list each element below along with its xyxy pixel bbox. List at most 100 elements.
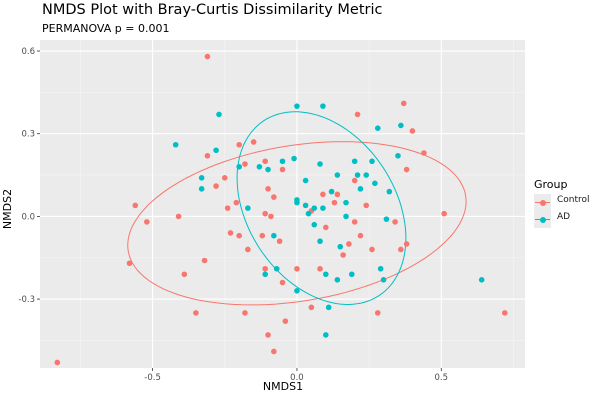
panel-background: [40, 40, 525, 368]
point-ad: [198, 175, 205, 181]
point-control: [363, 202, 370, 209]
legend-key: [534, 194, 551, 211]
point-control: [227, 230, 234, 236]
legend-label: Control: [557, 195, 590, 205]
point-control: [54, 359, 61, 366]
point-control: [400, 100, 407, 107]
point-control: [245, 246, 251, 253]
point-control: [421, 150, 427, 156]
x-axis-label: NMDS1: [263, 380, 303, 393]
ellipse-control: [127, 141, 467, 306]
y-axis-label: NMDS2: [1, 189, 14, 229]
point-control: [144, 219, 150, 225]
point-control: [357, 232, 364, 239]
legend-dot: [539, 216, 546, 223]
point-control: [403, 166, 410, 173]
point-control: [262, 210, 268, 217]
point-control: [276, 238, 283, 245]
point-control: [323, 224, 329, 231]
point-control: [308, 304, 315, 311]
point-control: [250, 139, 257, 145]
point-ad: [291, 155, 297, 162]
point-control: [236, 232, 242, 239]
point-ad: [351, 158, 358, 165]
point-ad: [262, 271, 268, 278]
point-control: [242, 310, 248, 316]
point-control: [398, 246, 404, 253]
plot-panel: [40, 40, 525, 368]
point-ad: [372, 180, 378, 187]
point-control: [201, 257, 208, 264]
point-ad: [294, 103, 300, 109]
point-ad: [337, 243, 344, 250]
point-ad: [305, 210, 312, 217]
point-control: [236, 141, 242, 148]
point-ad: [294, 199, 300, 206]
x-tick-label: 0.5: [435, 373, 449, 383]
point-control: [175, 213, 182, 220]
legend-label: AD: [557, 212, 571, 222]
point-ad: [311, 205, 318, 211]
point-control: [233, 199, 240, 206]
point-ad: [386, 188, 393, 195]
point-control: [501, 310, 508, 316]
point-control: [204, 152, 211, 159]
point-control: [271, 194, 277, 200]
point-control: [279, 166, 286, 173]
point-ad: [271, 232, 277, 239]
chart-title: NMDS Plot with Bray-Curtis Dissimilarity…: [42, 2, 383, 18]
point-ad: [245, 205, 251, 211]
x-tick-label: 0.0: [290, 373, 304, 383]
point-ad: [256, 163, 263, 170]
confidence-ellipses: [127, 111, 467, 306]
legend-item-ad: AD: [534, 211, 600, 228]
point-ad: [213, 147, 219, 154]
point-control: [221, 175, 228, 181]
point-control: [282, 318, 289, 324]
point-control: [320, 191, 326, 198]
point-ad: [236, 163, 242, 170]
point-control: [369, 246, 375, 253]
point-ad: [334, 172, 341, 178]
point-ad: [325, 304, 332, 311]
point-ad: [357, 186, 364, 192]
point-control: [181, 271, 188, 278]
point-ad: [343, 199, 349, 206]
point-ad: [216, 111, 222, 118]
point-ad: [294, 288, 300, 294]
point-ad: [279, 158, 286, 165]
point-control: [126, 260, 133, 267]
point-ad: [320, 103, 326, 109]
y-tick-label: 0.6: [21, 47, 35, 57]
legend-title: Group: [534, 178, 568, 191]
point-ad: [265, 166, 271, 173]
point-ad: [343, 213, 349, 220]
point-ad: [348, 271, 355, 278]
point-control: [403, 241, 410, 247]
point-ad: [320, 205, 326, 211]
point-control: [331, 199, 338, 206]
data-points: [54, 53, 508, 366]
point-ad: [273, 265, 280, 272]
point-control: [409, 128, 416, 134]
point-control: [351, 177, 358, 184]
point-control: [268, 213, 274, 220]
point-control: [340, 252, 346, 258]
point-ad: [374, 125, 381, 132]
point-ad: [478, 276, 485, 283]
point-ad: [317, 238, 323, 245]
point-control: [262, 158, 268, 165]
legend-item-control: Control: [534, 194, 600, 211]
point-ad: [369, 158, 375, 165]
point-control: [271, 348, 277, 355]
point-ad: [172, 141, 179, 148]
point-control: [265, 332, 271, 338]
point-control: [374, 310, 381, 316]
x-tick-label: -0.5: [144, 373, 161, 383]
point-ad: [198, 186, 205, 192]
point-ad: [334, 276, 341, 283]
point-ad: [363, 172, 370, 178]
point-ad: [323, 271, 329, 278]
point-control: [279, 279, 286, 286]
